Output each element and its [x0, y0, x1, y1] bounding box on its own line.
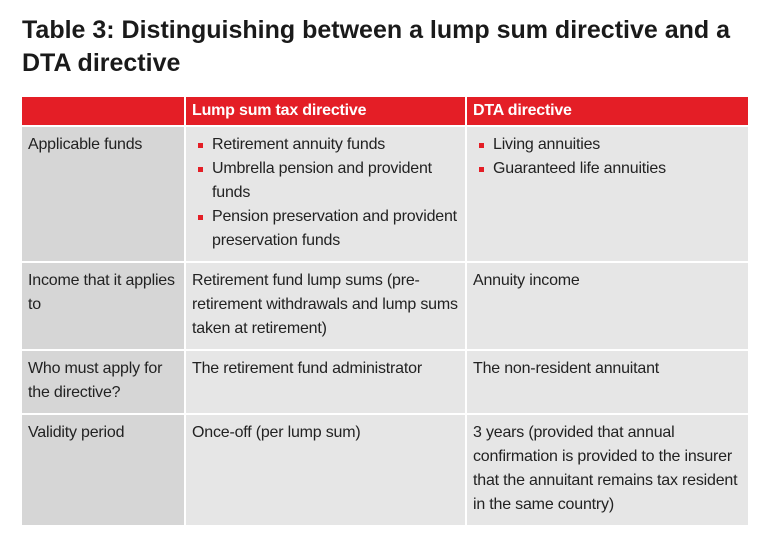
bullet-item: Retirement annuity funds: [198, 133, 459, 157]
bullet-item: Living annuities: [479, 133, 742, 157]
bullet-list: Retirement annuity funds Umbrella pension…: [192, 133, 459, 253]
cell: Annuity income: [466, 261, 750, 350]
bullet-item: Guaranteed life annuities: [479, 157, 742, 181]
row-label: Who must apply for the directive?: [22, 349, 186, 414]
table: Lump sum tax directive DTA directive Appl…: [22, 97, 750, 525]
header-row: Lump sum tax directive DTA directive: [22, 97, 750, 126]
cell: 3 years (provided that annual confirmati…: [466, 413, 750, 525]
header-cell: DTA directive: [466, 97, 750, 126]
cell: The retirement fund administrator: [185, 349, 467, 414]
row-label: Applicable funds: [22, 125, 186, 262]
row-label: Validity period: [22, 413, 186, 525]
cell: Retirement annuity funds Umbrella pension…: [185, 125, 467, 262]
row: Validity period Once-off (per lump sum) 3 …: [22, 413, 750, 525]
bullet-item: Umbrella pension and provident funds: [198, 157, 459, 205]
cell: The non-resident annuitant: [466, 349, 750, 414]
header-cell: [22, 97, 186, 126]
row-label: Income that it applies to: [22, 261, 186, 350]
cell: Living annuities Guaranteed life annuitie…: [466, 125, 750, 262]
cell: Once-off (per lump sum): [185, 413, 467, 525]
row: Applicable funds Retirement annuity funds…: [22, 125, 750, 262]
bullet-item: Pension preservation and provident prese…: [198, 205, 459, 253]
header-cell: Lump sum tax directive: [185, 97, 467, 126]
row: Who must apply for the directive? The ret…: [22, 349, 750, 414]
title: Table 3: Distinguishing between a lump s…: [22, 16, 731, 77]
bullet-list: Living annuities Guaranteed life annuitie…: [473, 133, 742, 181]
row: Income that it applies to Retirement fund…: [22, 261, 750, 350]
cell: Retirement fund lump sums (pre-retiremen…: [185, 261, 467, 350]
